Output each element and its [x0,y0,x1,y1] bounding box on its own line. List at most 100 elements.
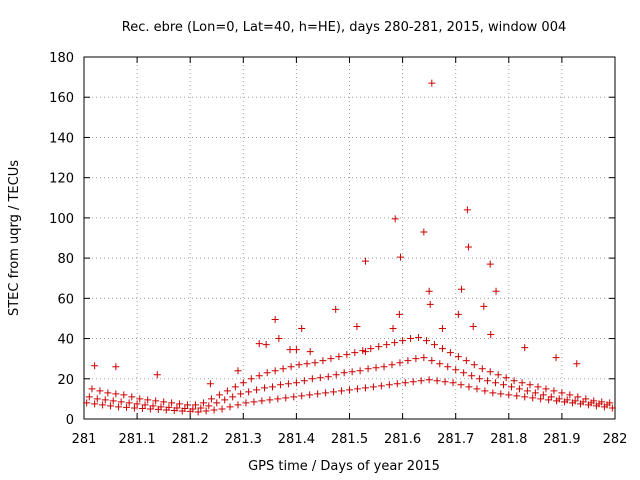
data-point [306,391,314,399]
data-point [582,395,590,403]
data-point [338,387,346,395]
data-point [109,397,117,405]
data-point [433,377,441,385]
data-point [492,379,500,387]
data-point [221,396,229,404]
data-point [510,377,518,385]
data-point [457,381,465,389]
data-point [426,300,434,308]
data-point [388,361,396,369]
data-point [202,407,210,415]
data-point [494,371,502,379]
data-point [300,377,308,385]
data-point [452,366,460,374]
data-point [486,260,494,268]
data-point [487,331,495,339]
data-point [492,287,500,295]
y-tick-label: 100 [49,212,74,227]
data-point [590,397,598,405]
data-point [199,399,207,407]
x-axis-title: GPS time / Days of year 2015 [248,459,440,474]
data-point [476,375,484,383]
data-point [324,373,332,381]
data-point [465,383,473,391]
y-axis-title: STEC from uqrg / TECUs [7,160,22,316]
data-point [101,396,109,404]
data-point [446,349,454,357]
data-point [136,395,144,403]
data-point [149,402,157,410]
data-point [518,379,526,387]
data-point [314,390,322,398]
x-tick-label: 281 [72,432,97,447]
data-point [563,396,571,404]
data-point [247,375,255,383]
data-point [144,396,152,404]
data-point [107,402,115,410]
data-point [464,243,472,251]
data-point [372,364,380,372]
data-point [263,369,271,377]
data-point [449,379,457,387]
data-point [444,363,452,371]
data-point [396,359,404,367]
data-point [383,341,391,349]
data-point [480,302,488,310]
data-point [497,390,505,398]
data-point [417,377,425,385]
data-point [104,389,112,397]
grid [84,57,615,419]
data-point [96,387,104,395]
data-point [415,334,423,342]
x-tick-label: 282 [603,432,628,447]
data-point [99,401,107,409]
data-point [420,228,428,236]
data-point [463,206,471,214]
data-point [364,365,372,373]
data-point [157,403,165,411]
data-point [266,396,274,404]
data-point [133,400,141,408]
data-point [207,395,215,403]
data-point [454,353,462,361]
data-point [430,341,438,349]
x-tick-label: 281.5 [331,432,368,447]
data-point [245,388,253,396]
data-point [173,404,181,412]
data-point [401,379,409,387]
data-point [351,349,359,357]
x-tick-label: 281.9 [543,432,580,447]
data-point [367,345,375,353]
data-point [428,357,436,365]
y-tick-label: 20 [57,373,74,388]
data-point [210,406,218,414]
data-point [282,394,290,402]
data-point [346,386,353,394]
data-point [396,253,404,261]
data-point [218,405,226,413]
data-point [138,405,146,413]
data-point [513,392,521,400]
y-tick-label: 40 [57,333,74,348]
data-point [425,376,433,384]
data-point [206,380,214,388]
data-point [353,322,361,330]
data-point [253,386,261,394]
data-point [399,337,407,345]
data-point [160,398,168,406]
data-point [130,404,138,412]
x-tick-label: 281.2 [172,432,209,447]
data-point [250,398,258,406]
data-point [275,335,283,343]
data-point [303,360,311,368]
data-point [117,398,125,406]
x-tick-label: 281.3 [225,432,262,447]
data-point [197,404,205,412]
data-point [88,385,96,393]
data-point [361,348,369,356]
data-point [552,354,560,362]
data-point [335,353,343,361]
data-point [470,361,478,369]
data-point [91,362,99,370]
